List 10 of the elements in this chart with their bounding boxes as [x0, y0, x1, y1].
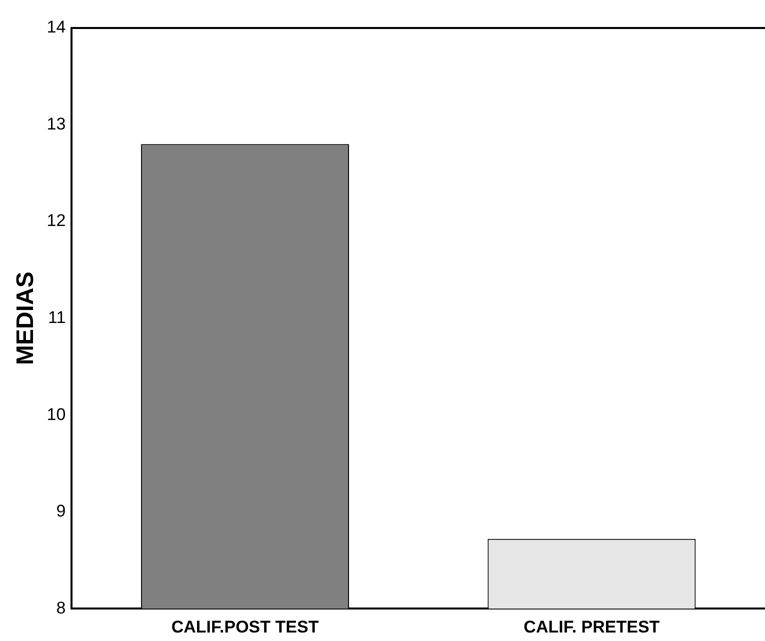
- y-tick-label: 8: [56, 598, 66, 618]
- y-axis-title: MEDIAS: [12, 272, 40, 365]
- y-tick-label: 9: [56, 502, 66, 521]
- y-tick-label: 10: [46, 404, 66, 424]
- y-tick-label: 14: [46, 18, 66, 37]
- x-tick-label: CALIF. PRETEST: [524, 617, 660, 636]
- x-tick-label: CALIF.POST TEST: [171, 617, 320, 636]
- y-tick-label: 12: [46, 211, 66, 230]
- y-tick-label: 13: [46, 114, 66, 134]
- y-tick-label: 11: [48, 308, 66, 327]
